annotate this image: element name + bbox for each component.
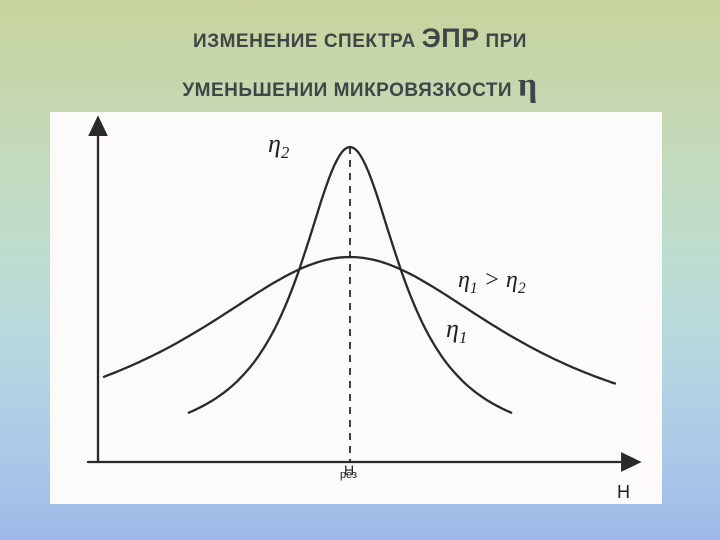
title-line1-prefix: ИЗМЕНЕНИЕ СПЕКТРА [193,31,422,52]
chart-panel: η2 η1 η1 > η2 рез [50,112,662,504]
label-eta2: η2 [268,129,290,162]
y-axis-arrow [90,118,106,135]
title-line1-big: ЭПР [422,23,480,53]
title-line2-prefix: УМЕНЬШЕНИИ МИКРОВЯЗКОСТИ [182,80,518,101]
curve-eta1-broad [104,257,615,384]
label-eta1: η1 [446,314,467,347]
spectrum-chart: η2 η1 η1 > η2 рез [50,112,662,504]
label-relation: η1 > η2 [458,267,526,297]
slide-title: ИЗМЕНЕНИЕ СПЕКТРА ЭПР ПРИ УМЕНЬШЕНИИ МИК… [0,18,720,113]
label-h-axis: Н [617,482,630,503]
x-axis-arrow [622,454,639,470]
title-eta: η [518,67,538,104]
label-h-resonance: Н [344,462,354,478]
title-line1-suffix: ПРИ [480,31,527,52]
